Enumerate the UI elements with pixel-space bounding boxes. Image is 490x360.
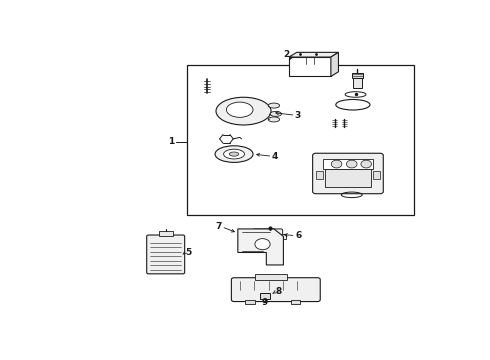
Bar <box>245 300 255 304</box>
Bar <box>353 77 362 88</box>
Ellipse shape <box>270 111 282 116</box>
Text: 4: 4 <box>272 152 278 161</box>
FancyBboxPatch shape <box>253 229 283 245</box>
Bar <box>281 234 287 239</box>
Bar <box>352 73 363 77</box>
Ellipse shape <box>226 102 253 117</box>
FancyBboxPatch shape <box>147 235 185 274</box>
Polygon shape <box>331 52 339 76</box>
Text: 5: 5 <box>185 248 192 257</box>
Bar <box>316 171 322 179</box>
Ellipse shape <box>268 103 280 108</box>
Ellipse shape <box>216 97 271 125</box>
Bar <box>373 171 380 179</box>
Circle shape <box>346 160 357 168</box>
Text: 7: 7 <box>215 222 221 231</box>
Ellipse shape <box>215 146 253 162</box>
Circle shape <box>361 160 371 168</box>
FancyBboxPatch shape <box>313 153 383 194</box>
Polygon shape <box>238 229 283 265</box>
Polygon shape <box>289 52 339 57</box>
Text: 2: 2 <box>283 50 290 59</box>
FancyBboxPatch shape <box>231 278 320 302</box>
Ellipse shape <box>223 149 245 159</box>
Bar <box>255 274 287 280</box>
Text: 6: 6 <box>296 231 302 240</box>
Ellipse shape <box>268 117 280 122</box>
Circle shape <box>255 239 270 250</box>
Bar <box>325 169 371 187</box>
Bar <box>291 300 300 304</box>
Text: 3: 3 <box>294 111 301 120</box>
Bar <box>323 159 372 169</box>
Text: 9: 9 <box>262 298 269 307</box>
Bar <box>187 66 415 215</box>
Text: 8: 8 <box>276 287 282 296</box>
Bar <box>260 293 270 298</box>
Circle shape <box>331 160 342 168</box>
Bar <box>159 231 172 237</box>
Polygon shape <box>289 57 331 76</box>
Text: 1: 1 <box>168 137 174 146</box>
Ellipse shape <box>229 152 239 156</box>
